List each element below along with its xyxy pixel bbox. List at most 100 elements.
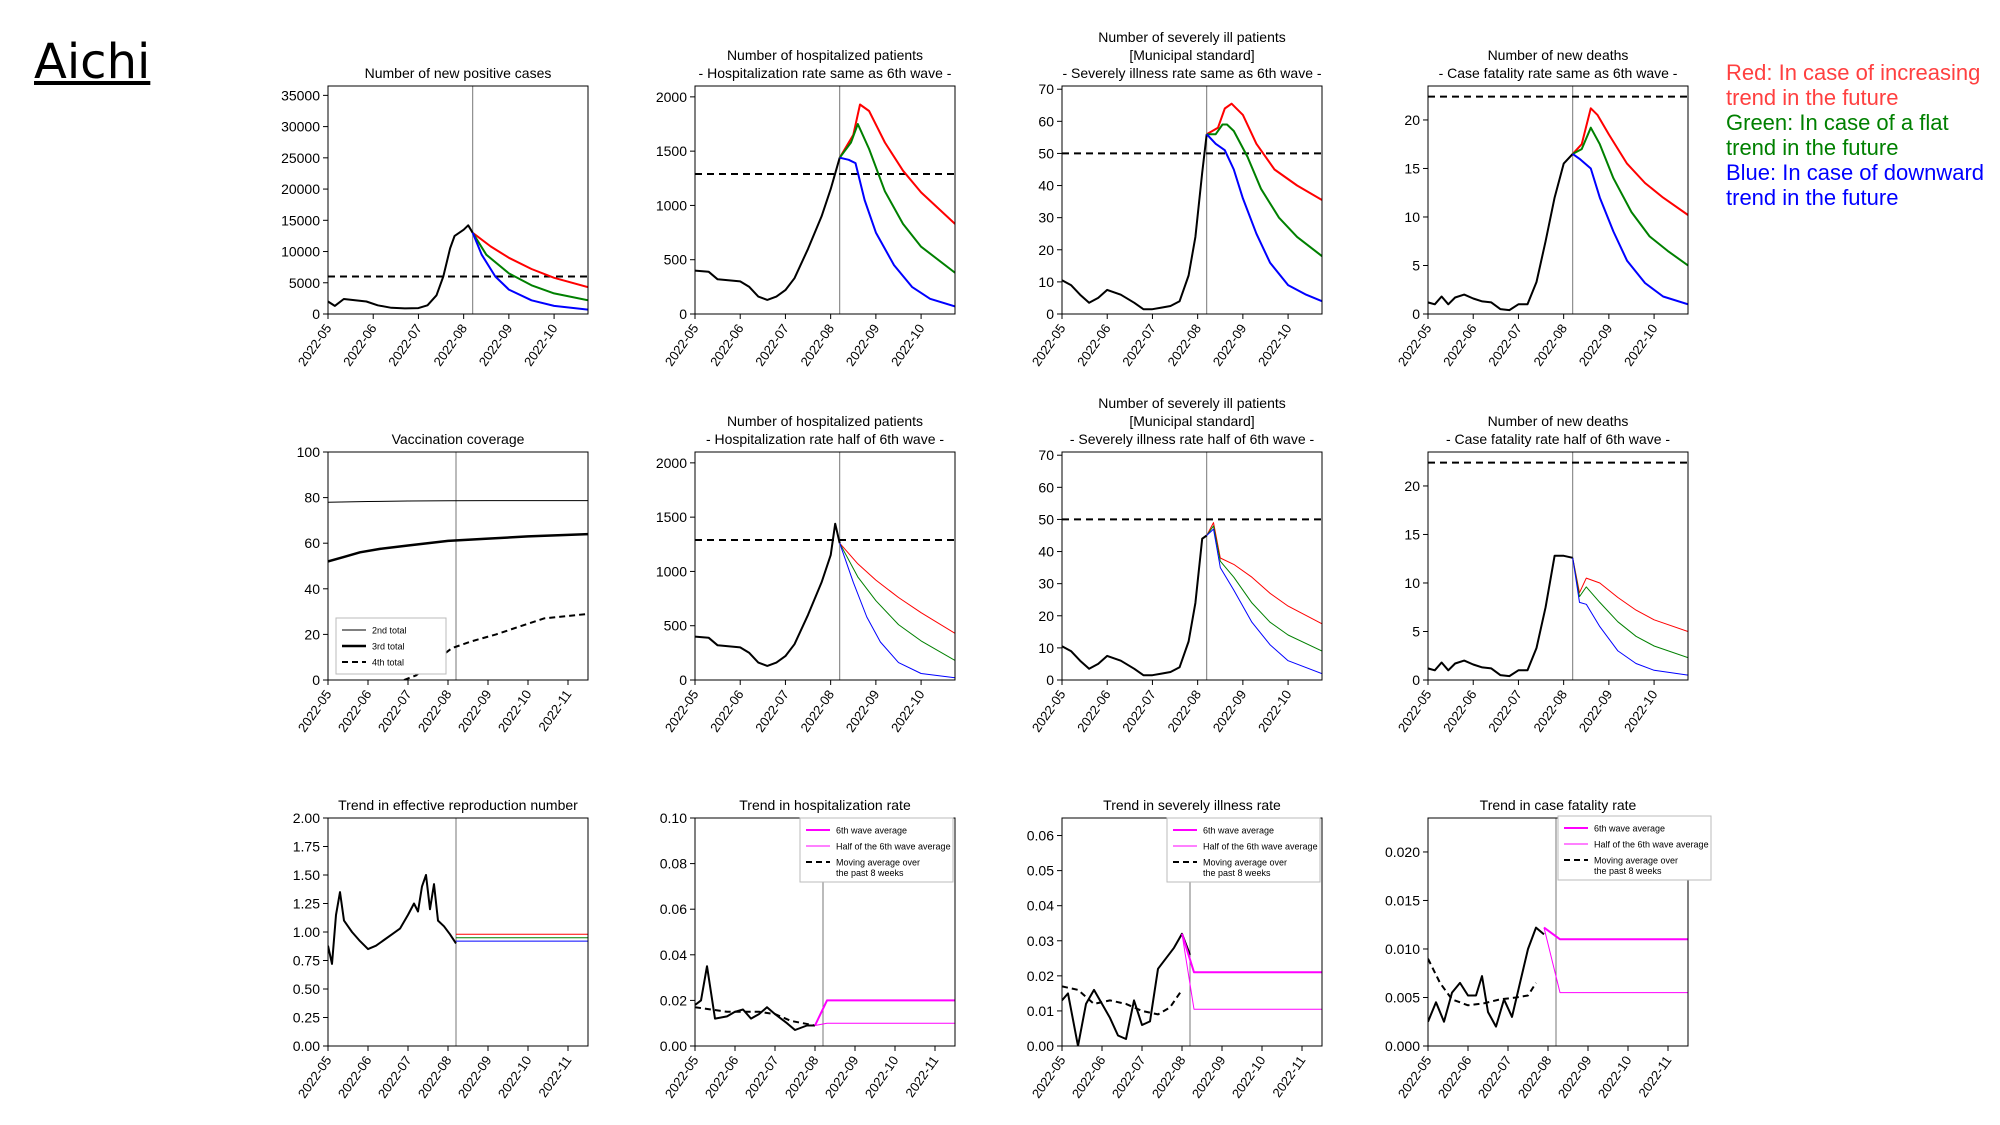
x-tick-label: 2022-06 [1440,687,1480,735]
chart-deaths-half: Number of new deaths - Case fatality rate… [1395,413,1689,735]
series-line [1181,933,1322,1010]
plot-frame [1061,85,1323,315]
x-tick-label: 2022-05 [1395,687,1435,735]
plot-frame [327,451,589,681]
y-tick-label: 0.005 [1385,989,1420,1005]
x-tick-label: 2022-09 [1576,687,1616,735]
x-tick-label: 2022-06 [1069,1053,1109,1101]
x-tick-label: 2022-05 [662,687,702,735]
x-tick-label: 2022-10 [1621,687,1661,735]
series-line [1543,926,1688,941]
x-tick-label: 2022-06 [1440,321,1480,369]
x-tick-label: 2022-07 [1109,1053,1149,1101]
plot-frame [1061,451,1323,681]
chart-hospitalized-same: Number of hospitalized patients - Hospita… [656,47,956,369]
x-tick-label: 2022-10 [862,1053,902,1101]
series-line [1572,557,1688,659]
series-line [695,522,841,667]
chart-title: Trend in case fatality rate [1480,797,1637,813]
chart-title: - Hospitalization rate same as 6th wave … [699,65,952,81]
x-tick-label: 2022-10 [888,321,928,369]
series-line [328,224,474,310]
chart-cfr: Trend in case fatality rate 0.000 0.005 0.0… [1385,797,1712,1101]
series-line [1206,525,1322,652]
x-tick-label: 2022-05 [662,321,702,369]
chart-severe-half: Number of severely ill patients [Municipa… [1029,395,1323,735]
legend-label: Half of the 6th wave average [1203,842,1318,852]
series-line [839,156,955,308]
x-tick-label: 2022-06 [340,321,380,369]
scenario-flat-line1: Green: In case of a flat [1726,110,1949,135]
series-line [839,542,955,661]
legend: 2nd total 3rd total 4th total [335,617,447,675]
series-line [1206,123,1322,257]
x-tick-label: 2022-05 [1029,687,1069,735]
chart-title: Number of new deaths [1488,47,1629,63]
scenario-downward-line1: Blue: In case of downward [1726,160,1985,185]
series-line [695,1006,816,1027]
y-tick-label: 0 [1046,306,1054,322]
y-tick-label: 20 [1404,478,1420,494]
x-tick-label: 2022-09 [843,687,883,735]
y-tick-label: 1.75 [293,839,320,855]
scenario-flat: Green: In case of a flat trend in the fu… [1726,110,1984,160]
y-tick-label: 30 [1038,576,1054,592]
series-line [1062,534,1208,677]
chart-title: Vaccination coverage [392,431,525,447]
y-tick-label: 2.00 [293,810,320,826]
series-line [838,103,955,225]
y-tick-label: 0 [312,306,320,322]
plot-area [328,818,588,1046]
y-tick-label: 70 [1038,81,1054,97]
chart-title: Number of new positive cases [365,65,552,81]
legend: 6th wave average Half of the 6th wave ave… [1557,815,1712,881]
y-tick-label: 70 [1038,447,1054,463]
chart-title: - Case fatality rate half of 6th wave - [1446,431,1670,447]
y-tick-label: 0.00 [660,1038,687,1054]
legend-label: 2nd total [372,626,407,636]
plot-area [1062,86,1322,314]
series-line [1428,926,1545,1028]
legend-box [1557,815,1712,881]
y-tick-label: 10 [1404,209,1420,225]
plot-area [1428,86,1688,314]
y-tick-label: 0.25 [293,1010,320,1026]
x-tick-label: 2022-07 [375,1053,415,1101]
x-tick-label: 2022-11 [535,1053,574,1100]
scenario-increasing-line1: Red: In case of increasing [1726,60,1981,85]
x-tick-label: 2022-09 [1189,1053,1229,1101]
x-tick-label: 2022-08 [1530,321,1570,369]
series-line [471,232,588,302]
x-tick-label: 2022-10 [1255,321,1295,369]
x-tick-label: 2022-08 [1164,687,1204,735]
series-line [1206,528,1322,675]
y-tick-label: 0.02 [1027,968,1054,984]
scenario-increasing-line2: trend in the future [1726,85,1899,110]
x-tick-label: 2022-07 [1475,1053,1515,1101]
series-line [1572,557,1688,676]
y-tick-label: 0 [1412,306,1420,322]
x-tick-label: 2022-08 [797,321,837,369]
y-tick-label: 0.08 [660,856,687,872]
series-line [695,157,841,301]
y-tick-label: 0.50 [293,981,320,997]
legend-label: Moving average over [1203,858,1287,868]
chart-hosp-rate: Trend in hospitalization rate 0.00 0.02 0.0… [660,797,956,1101]
x-tick-label: 2022-05 [295,687,335,735]
series-line [1205,133,1322,303]
series-line [1181,933,1322,974]
series-line [1206,102,1322,201]
y-tick-label: 10 [1038,640,1054,656]
y-tick-label: 1000 [656,197,687,213]
chart-title: [Municipal standard] [1129,413,1254,429]
legend-label: the past 8 weeks [836,868,904,878]
x-tick-label: 2022-09 [476,321,516,369]
y-tick-label: 1.00 [293,924,320,940]
y-tick-label: 0 [679,306,687,322]
legend-box [799,817,954,883]
x-tick-label: 2022-08 [415,1053,455,1101]
series-line [1206,522,1322,625]
y-tick-label: 35000 [281,87,320,103]
plot-frame [694,85,956,315]
plot-frame [327,85,589,315]
